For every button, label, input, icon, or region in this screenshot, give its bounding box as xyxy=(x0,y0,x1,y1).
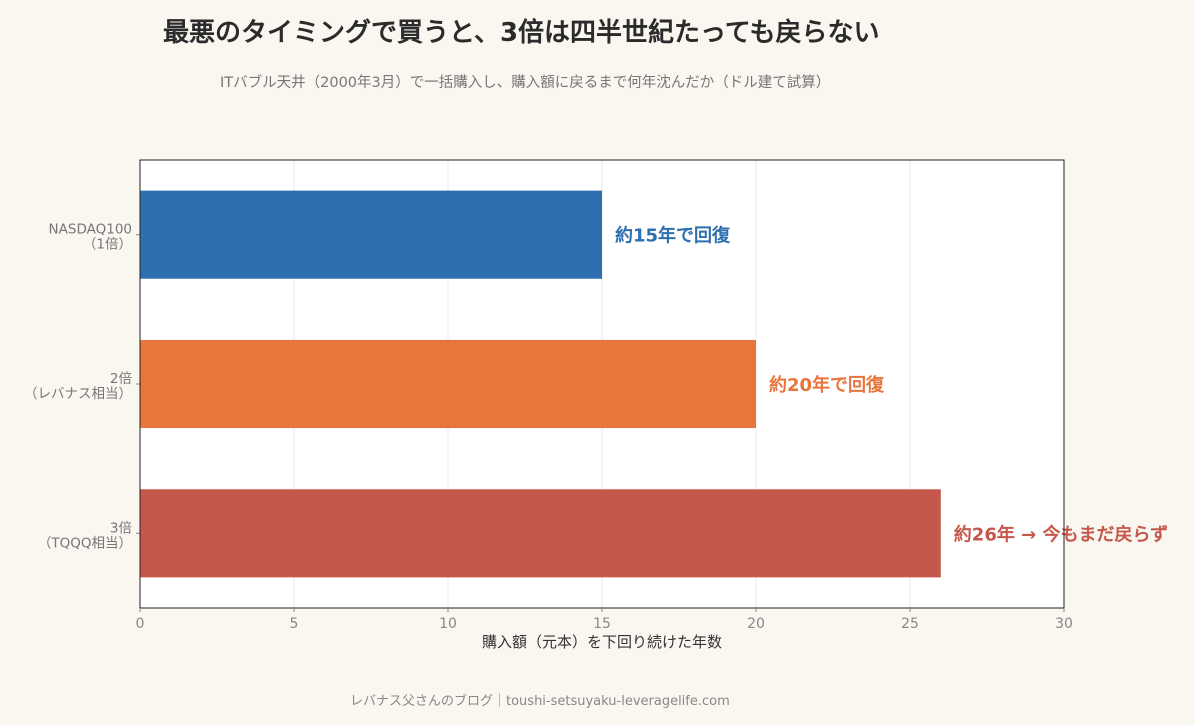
x-tick-label: 5 xyxy=(290,616,299,632)
x-tick-label: 10 xyxy=(439,616,457,632)
chart-subtitle: ITバブル天井（2000年3月）で一括購入し、購入額に戻るまで何年沈んだか（ドル… xyxy=(220,75,831,91)
y-tick-label: （TQQQ相当） xyxy=(38,535,132,551)
y-tick-label: 2倍 xyxy=(110,371,132,387)
x-tick-label: 0 xyxy=(136,616,145,632)
x-tick-label: 30 xyxy=(1055,616,1073,632)
bar xyxy=(140,339,756,429)
bar-value-label: 約15年で回復 xyxy=(615,225,731,247)
y-tick-label: 3倍 xyxy=(110,520,132,536)
bar xyxy=(140,489,941,578)
bar xyxy=(140,190,602,279)
x-tick-label: 20 xyxy=(747,616,765,632)
x-tick-label: 25 xyxy=(901,616,919,632)
y-tick-label: （レバナス相当） xyxy=(24,386,132,402)
x-tick-label: 15 xyxy=(593,616,611,632)
y-tick-label: （1倍） xyxy=(83,237,132,253)
x-axis-title: 購入額（元本）を下回り続けた年数 xyxy=(482,633,722,651)
bar-value-label: 約20年で回復 xyxy=(769,374,885,396)
bar-value-label: 約26年 → 今もまだ戻らず xyxy=(954,523,1168,545)
footer-credit: レバナス父さんのブログ｜toushi-setsuyaku-leveragelif… xyxy=(350,694,730,709)
chart-title: 最悪のタイミングで買うと、3倍は四半世紀たっても戻らない xyxy=(163,18,880,48)
y-tick-label: NASDAQ100 xyxy=(49,222,132,238)
